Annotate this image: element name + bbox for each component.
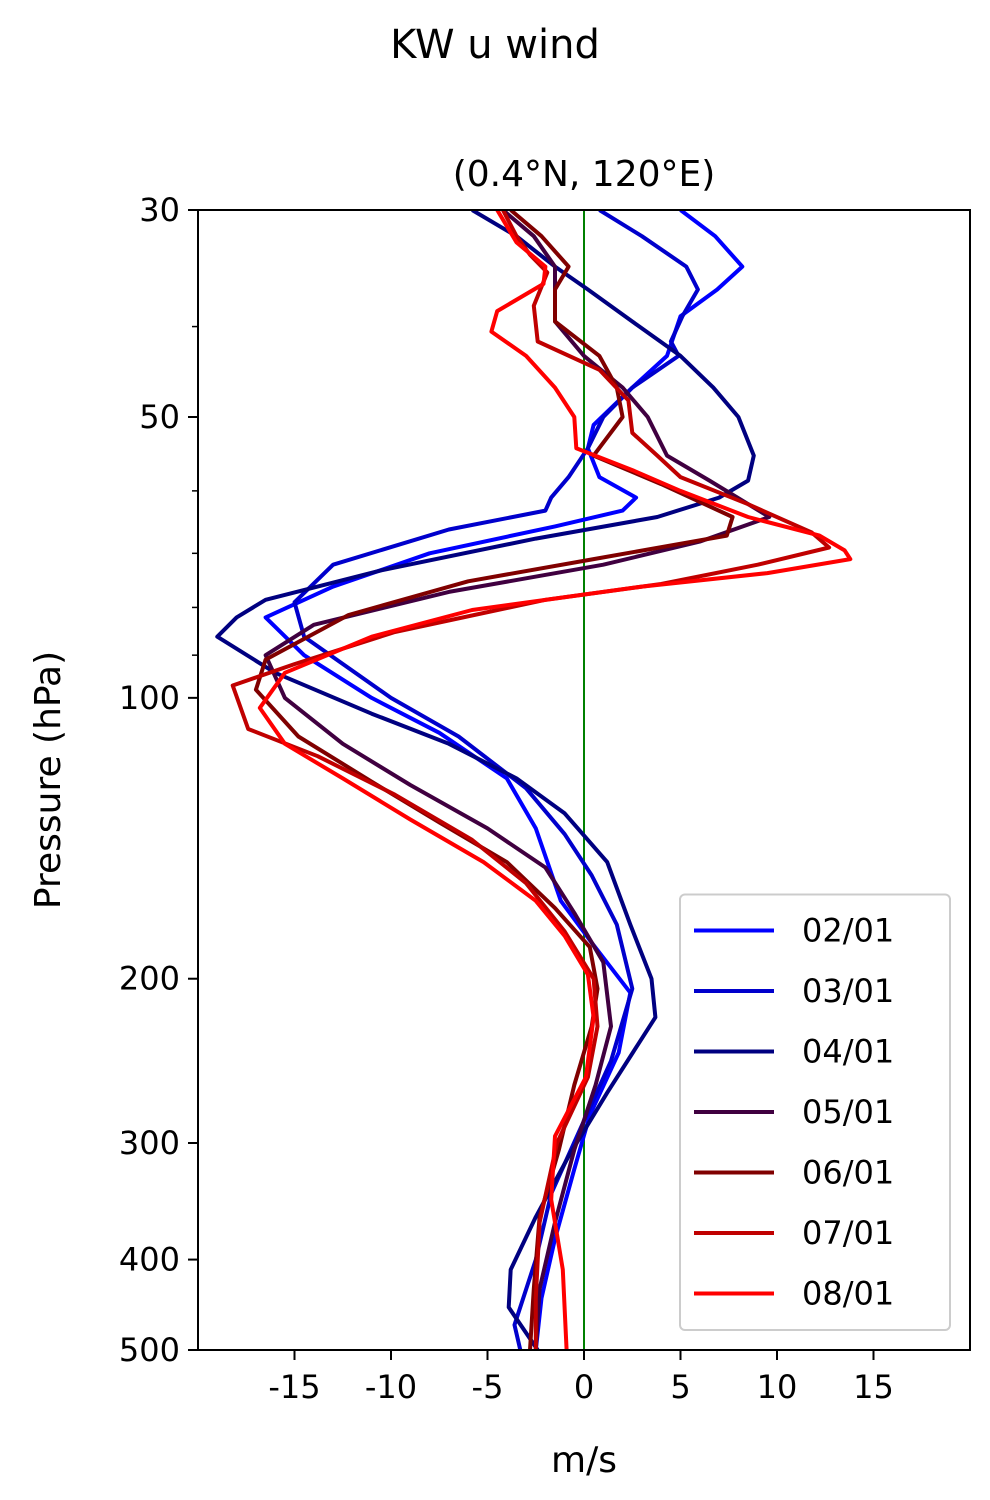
plot-area [215,210,853,1350]
figure-title: KW u wind [390,22,600,68]
legend-box [679,893,951,1331]
legend-label: 06/01 [802,1154,894,1192]
y-tick-label: 400 [119,1241,180,1279]
x-tick-label: 10 [757,1368,798,1406]
y-tick-label: 300 [119,1124,180,1162]
x-tick-label: 5 [670,1368,690,1406]
x-tick-label: 15 [853,1368,894,1406]
series-line-08-01 [257,210,853,1350]
legend-label: 02/01 [802,912,894,950]
y-tick-label: 50 [139,398,180,436]
x-tick-label: -5 [472,1368,504,1406]
series-line-04-01 [215,210,756,1350]
x-tick-label: -10 [365,1368,417,1406]
legend-label: 08/01 [802,1275,894,1313]
legend-label: 04/01 [802,1033,894,1071]
y-axis-label: Pressure (hPa) [28,651,69,909]
y-tick-label: 200 [119,960,180,998]
plot-title: (0.4°N, 120°E) [453,154,716,195]
y-tick-label: 100 [119,679,180,717]
series-line-06-01 [253,210,735,1350]
legend-label: 07/01 [802,1214,894,1252]
legend-label: 03/01 [802,972,894,1010]
y-tick-label: 500 [119,1331,180,1369]
x-tick-label: -15 [268,1368,320,1406]
series-line-03-01 [292,210,700,1350]
axes: -15 -10 -5 0 5 10 15 30 50 100 200 300 400 500 [119,191,971,1406]
legend-label: 05/01 [802,1093,894,1131]
legend: 02/01 03/01 04/01 05/01 06/01 07/01 08/01 [679,893,951,1331]
x-tick-label: 0 [574,1368,594,1406]
y-tick-label: 30 [139,191,180,229]
x-axis-label: m/s [551,1440,617,1481]
series-line-02-01 [263,210,745,1350]
